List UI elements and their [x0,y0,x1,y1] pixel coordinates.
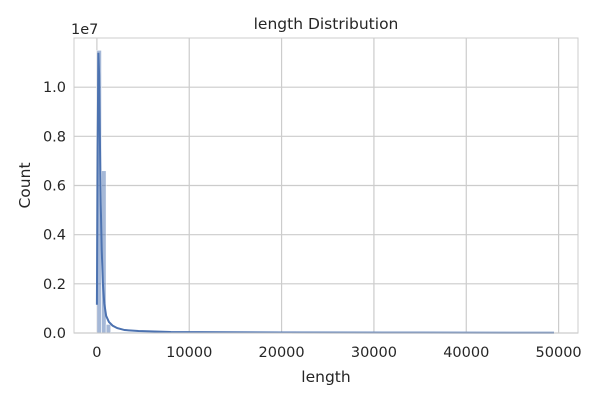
x-axis-label: length [301,368,350,386]
y-axis-ticks: 0.0 0.2 0.4 0.6 0.8 1.0 [43,80,66,342]
x-tick-label: 50000 [536,345,582,361]
x-tick-label: 30000 [351,345,397,361]
x-tick-label: 10000 [166,345,212,361]
y-tick-label: 0.4 [43,228,66,244]
plot-frame [73,37,579,334]
y-axis-offset-label: 1e7 [71,22,98,38]
histogram-bars [96,49,555,334]
y-axis-label: Count [16,162,34,208]
y-tick-label: 0.2 [43,277,66,293]
kde-curve [95,52,554,334]
grid-lines [74,38,578,334]
x-tick-label: 0 [92,345,101,361]
y-tick-label: 0.6 [43,179,66,195]
x-tick-label: 40000 [443,345,489,361]
y-tick-label: 1.0 [43,80,66,96]
x-axis-ticks: 0 10000 20000 30000 40000 50000 [92,345,581,361]
x-tick-label: 20000 [259,345,305,361]
y-tick-label: 0.0 [43,326,66,342]
histogram-bar [105,324,112,334]
chart-title: length Distribution [254,15,399,33]
y-tick-label: 0.8 [43,129,66,145]
